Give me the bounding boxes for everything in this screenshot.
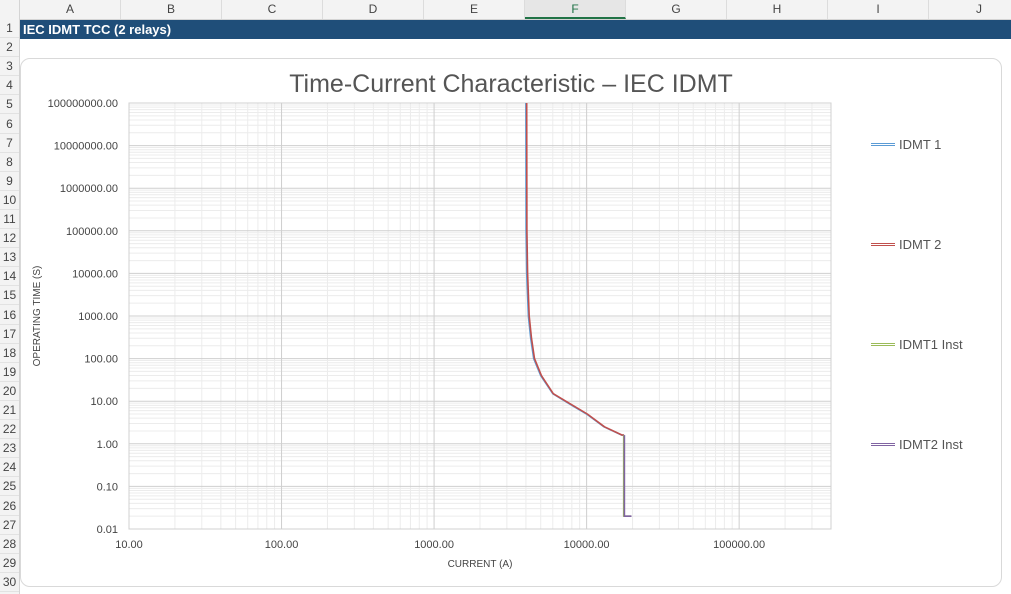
row-header-5[interactable]: 5 <box>0 95 19 114</box>
row-header-15[interactable]: 15 <box>0 286 19 305</box>
chart-plot-svg: 10.00 100.00 1000.00 10000.00 100000.00 0.01 0… <box>21 59 1003 588</box>
select-all-corner[interactable] <box>0 0 20 19</box>
y-tick-label: 0.01 <box>97 524 118 536</box>
row-header-4[interactable]: 4 <box>0 76 19 95</box>
row-header-18[interactable]: 18 <box>0 344 19 363</box>
x-tick-label: 10000.00 <box>564 539 610 551</box>
y-tick-label: 0.10 <box>97 481 118 493</box>
row-header-17[interactable]: 17 <box>0 325 19 344</box>
legend-swatch <box>871 443 895 446</box>
column-header-d[interactable]: D <box>323 0 424 19</box>
legend-item-idmt1-inst[interactable]: IDMT1 Inst <box>871 334 963 354</box>
row-header-20[interactable]: 20 <box>0 382 19 401</box>
y-tick-label: 100.00 <box>84 354 118 366</box>
y-tick-label: 1.00 <box>97 439 118 451</box>
row-header-21[interactable]: 21 <box>0 401 19 420</box>
legend-item-idmt-2[interactable]: IDMT 2 <box>871 234 941 254</box>
legend-label: IDMT2 Inst <box>899 437 963 452</box>
legend-label: IDMT 1 <box>899 137 941 152</box>
row-header-1[interactable]: 1 <box>0 19 19 38</box>
column-header-c[interactable]: C <box>222 0 323 19</box>
y-tick-label: 10.00 <box>90 396 118 408</box>
x-tick-label: 100000.00 <box>713 539 765 551</box>
y-tick-label: 1000000.00 <box>60 183 118 195</box>
y-tick-label: 1000.00 <box>78 311 118 323</box>
legend-label: IDMT1 Inst <box>899 337 963 352</box>
column-header-e[interactable]: E <box>424 0 525 19</box>
row-header-14[interactable]: 14 <box>0 267 19 286</box>
x-axis-label: CURRENT (A) <box>448 559 513 570</box>
legend-swatch <box>871 143 895 146</box>
x-tick-label: 10.00 <box>115 539 143 551</box>
tcc-chart[interactable]: 10.00 100.00 1000.00 10000.00 100000.00 0.01 0… <box>20 58 1002 587</box>
row-header-25[interactable]: 25 <box>0 477 19 496</box>
chart-title: Time-Current Characteristic – IEC IDMT <box>289 70 733 98</box>
column-header-f[interactable]: F <box>525 0 626 19</box>
row-header-27[interactable]: 27 <box>0 516 19 535</box>
y-tick-label: 10000.00 <box>72 268 118 280</box>
sheet-title-cell[interactable]: IEC IDMT TCC (2 relays) <box>20 20 1011 39</box>
legend-swatch <box>871 343 895 346</box>
legend-item-idmt-1[interactable]: IDMT 1 <box>871 134 941 154</box>
row-header-29[interactable]: 29 <box>0 554 19 573</box>
series-line-idmt2-inst <box>624 435 631 516</box>
row-header-2[interactable]: 2 <box>0 38 19 57</box>
row-header-22[interactable]: 22 <box>0 420 19 439</box>
row-header-11[interactable]: 11 <box>0 210 19 229</box>
x-tick-label: 1000.00 <box>414 539 454 551</box>
chart-legend: IDMT 1 IDMT 2 IDMT1 Inst IDMT2 Inst <box>871 119 991 449</box>
row-header-24[interactable]: 24 <box>0 458 19 477</box>
y-tick-label: 10000000.00 <box>54 141 118 153</box>
column-header-j[interactable]: J <box>929 0 1011 19</box>
row-header-28[interactable]: 28 <box>0 535 19 554</box>
row-header-6[interactable]: 6 <box>0 115 19 134</box>
row-header-8[interactable]: 8 <box>0 153 19 172</box>
column-header-a[interactable]: A <box>20 0 121 19</box>
row-header-12[interactable]: 12 <box>0 229 19 248</box>
series-line-idmt-2 <box>527 103 624 435</box>
row-header-7[interactable]: 7 <box>0 134 19 153</box>
legend-label: IDMT 2 <box>899 237 941 252</box>
row-header-bar: 1 2 3 4 5 6 7 8 9 10 11 12 13 14 15 16 17 18 19 20 21 22 23 24 2… <box>0 19 20 594</box>
column-header-i[interactable]: I <box>828 0 929 19</box>
row-header-10[interactable]: 10 <box>0 191 19 210</box>
legend-swatch <box>871 243 895 246</box>
row-header-3[interactable]: 3 <box>0 57 19 76</box>
row-header-19[interactable]: 19 <box>0 363 19 382</box>
y-tick-label: 100000.00 <box>66 226 118 238</box>
column-header-h[interactable]: H <box>727 0 828 19</box>
column-header-g[interactable]: G <box>626 0 727 19</box>
row-header-23[interactable]: 23 <box>0 439 19 458</box>
y-axis-label: OPERATING TIME (S) <box>32 266 43 367</box>
row-header-13[interactable]: 13 <box>0 248 19 267</box>
legend-item-idmt2-inst[interactable]: IDMT2 Inst <box>871 434 963 454</box>
row-header-30[interactable]: 30 <box>0 573 19 592</box>
x-tick-label: 100.00 <box>265 539 299 551</box>
row-header-9[interactable]: 9 <box>0 172 19 191</box>
y-tick-label: 100000000.00 <box>48 98 118 110</box>
row-header-16[interactable]: 16 <box>0 306 19 325</box>
column-header-b[interactable]: B <box>121 0 222 19</box>
row-header-26[interactable]: 26 <box>0 497 19 516</box>
